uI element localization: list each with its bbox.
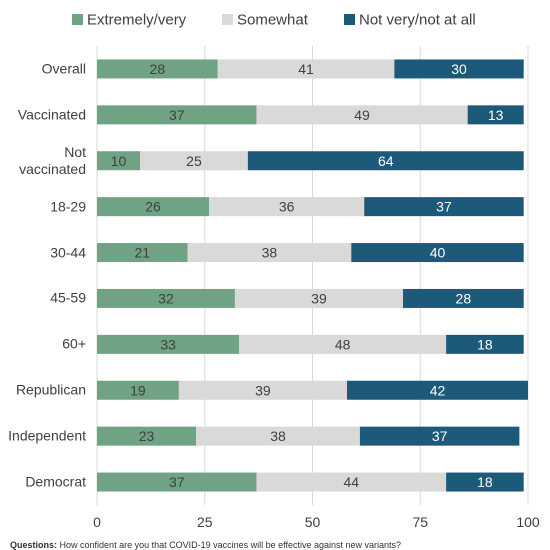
- bar-segment: [256, 105, 468, 125]
- bar-segment: [247, 151, 524, 171]
- bar-segment: [239, 334, 447, 354]
- data-label: 18: [477, 474, 493, 490]
- y-tick-label: Independent: [8, 427, 86, 444]
- bar-segment: [256, 472, 447, 492]
- bar-segment: [97, 380, 179, 400]
- data-label: 42: [430, 382, 446, 398]
- bar-segment: [346, 380, 528, 400]
- data-label: 28: [150, 61, 166, 77]
- data-label: 28: [456, 290, 472, 306]
- data-label: 19: [130, 382, 146, 398]
- bar-segment: [97, 288, 235, 308]
- bar-segment: [97, 105, 257, 125]
- legend-swatch: [222, 14, 233, 25]
- data-label: 23: [139, 428, 155, 444]
- legend-swatch: [344, 14, 355, 25]
- legend-label: Not very/not at all: [359, 12, 476, 29]
- x-tick-label: 75: [412, 514, 428, 530]
- data-label: 41: [298, 61, 314, 77]
- data-label: 49: [354, 107, 370, 123]
- footer: Questions: How confident are you that CO…: [10, 540, 401, 550]
- footer-label: Questions:: [10, 540, 58, 550]
- data-label: 26: [145, 199, 161, 215]
- bar-segment: [394, 59, 524, 79]
- bar-segment: [403, 288, 524, 308]
- bar-segment: [97, 197, 210, 217]
- bar-segment: [97, 151, 141, 171]
- legend-swatch: [72, 14, 83, 25]
- y-tick-label: Not vaccinated: [19, 143, 86, 177]
- y-tick-label: Democrat: [25, 473, 86, 490]
- data-label: 18: [477, 336, 493, 352]
- bar-segment: [234, 288, 404, 308]
- legend-label: Extremely/very: [87, 12, 187, 29]
- bar-segment: [97, 426, 197, 446]
- bar-segment: [446, 472, 524, 492]
- bar-segment: [351, 243, 524, 263]
- x-tick-label: 100: [516, 514, 540, 530]
- bar-segment: [217, 59, 395, 79]
- data-label: 38: [262, 245, 278, 261]
- bar-segment: [196, 426, 360, 446]
- data-label: 40: [430, 245, 446, 261]
- y-tick-label: 30-44: [50, 244, 86, 261]
- y-tick-label: 60+: [62, 335, 86, 352]
- data-label: 39: [311, 290, 327, 306]
- y-tick-label: 18-29: [50, 198, 86, 215]
- data-label: 37: [169, 474, 185, 490]
- bar-segment: [97, 243, 188, 263]
- data-label: 39: [255, 382, 271, 398]
- data-label: 38: [270, 428, 286, 444]
- y-tick-label: 45-59: [50, 289, 86, 306]
- bar-segment: [97, 334, 240, 354]
- bar-segment: [97, 472, 257, 492]
- bar-segment: [467, 105, 524, 125]
- x-tick-label: 25: [197, 514, 213, 530]
- bar-segment: [446, 334, 524, 354]
- data-label: 36: [279, 199, 295, 215]
- data-label: 33: [160, 336, 176, 352]
- bar-segment: [187, 243, 352, 263]
- y-tick-label: Republican: [15, 381, 86, 398]
- data-label: 25: [186, 153, 202, 169]
- bar-segment: [97, 59, 218, 79]
- data-label: 30: [451, 61, 467, 77]
- bar-segment: [359, 426, 520, 446]
- data-label: 37: [436, 199, 452, 215]
- footer-text: How confident are you that COVID-19 vacc…: [59, 540, 402, 550]
- data-label: 21: [134, 245, 150, 261]
- data-label: 48: [335, 336, 351, 352]
- data-label: 44: [344, 474, 360, 490]
- data-label: 13: [488, 107, 504, 123]
- bar-segment: [209, 197, 365, 217]
- x-tick-label: 0: [93, 514, 101, 530]
- data-label: 64: [378, 153, 394, 169]
- data-label: 37: [432, 428, 448, 444]
- legend-label: Somewhat: [237, 12, 309, 29]
- data-label: 37: [169, 107, 185, 123]
- bar-segment: [140, 151, 248, 171]
- x-tick-label: 50: [305, 514, 321, 530]
- y-tick-label: Overall: [41, 60, 86, 77]
- data-label: 32: [158, 290, 174, 306]
- y-tick-label: Vaccinated: [17, 106, 86, 123]
- bar-segment: [364, 197, 524, 217]
- bar-segment: [178, 380, 347, 400]
- data-label: 10: [111, 153, 127, 169]
